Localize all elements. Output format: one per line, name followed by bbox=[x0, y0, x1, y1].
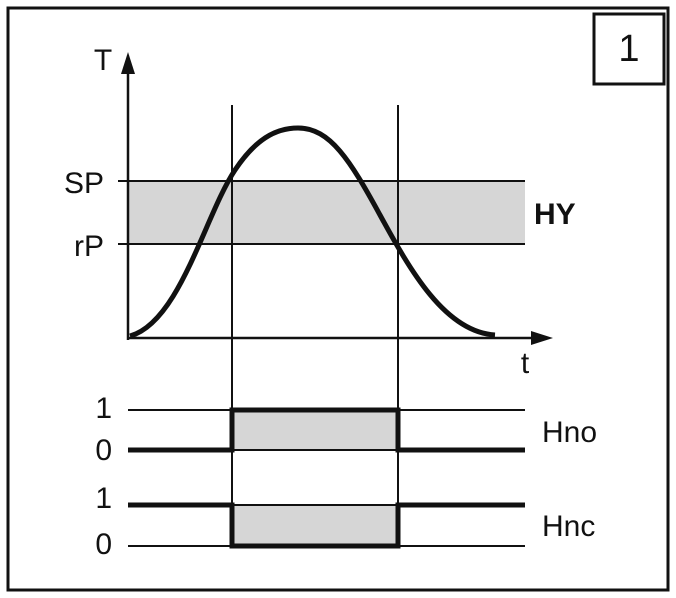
hnc-signal bbox=[128, 502, 525, 549]
rp-label: rP bbox=[74, 230, 104, 263]
hno-low: 0 bbox=[95, 434, 112, 467]
y-label: T bbox=[94, 44, 112, 77]
hno-high: 1 bbox=[95, 392, 112, 425]
hnc-off-area bbox=[232, 505, 398, 546]
hno-signal bbox=[128, 407, 525, 453]
temperature-curve bbox=[129, 125, 496, 339]
hno-name: Hno bbox=[542, 416, 597, 449]
y-arrow bbox=[121, 52, 135, 74]
hnc-low: 0 bbox=[95, 528, 112, 561]
hysteresis-label: HY bbox=[534, 198, 576, 231]
hno-on-area bbox=[232, 410, 398, 450]
frame bbox=[6, 6, 670, 592]
x-arrow bbox=[531, 331, 553, 345]
sp-label: SP bbox=[64, 167, 104, 200]
hnc-name: Hnc bbox=[542, 510, 595, 543]
x-label: t bbox=[521, 347, 530, 380]
badge-box bbox=[592, 12, 666, 86]
hysteresis-band bbox=[128, 181, 525, 244]
hnc-high: 1 bbox=[95, 482, 112, 515]
badge: 1 bbox=[618, 28, 639, 70]
